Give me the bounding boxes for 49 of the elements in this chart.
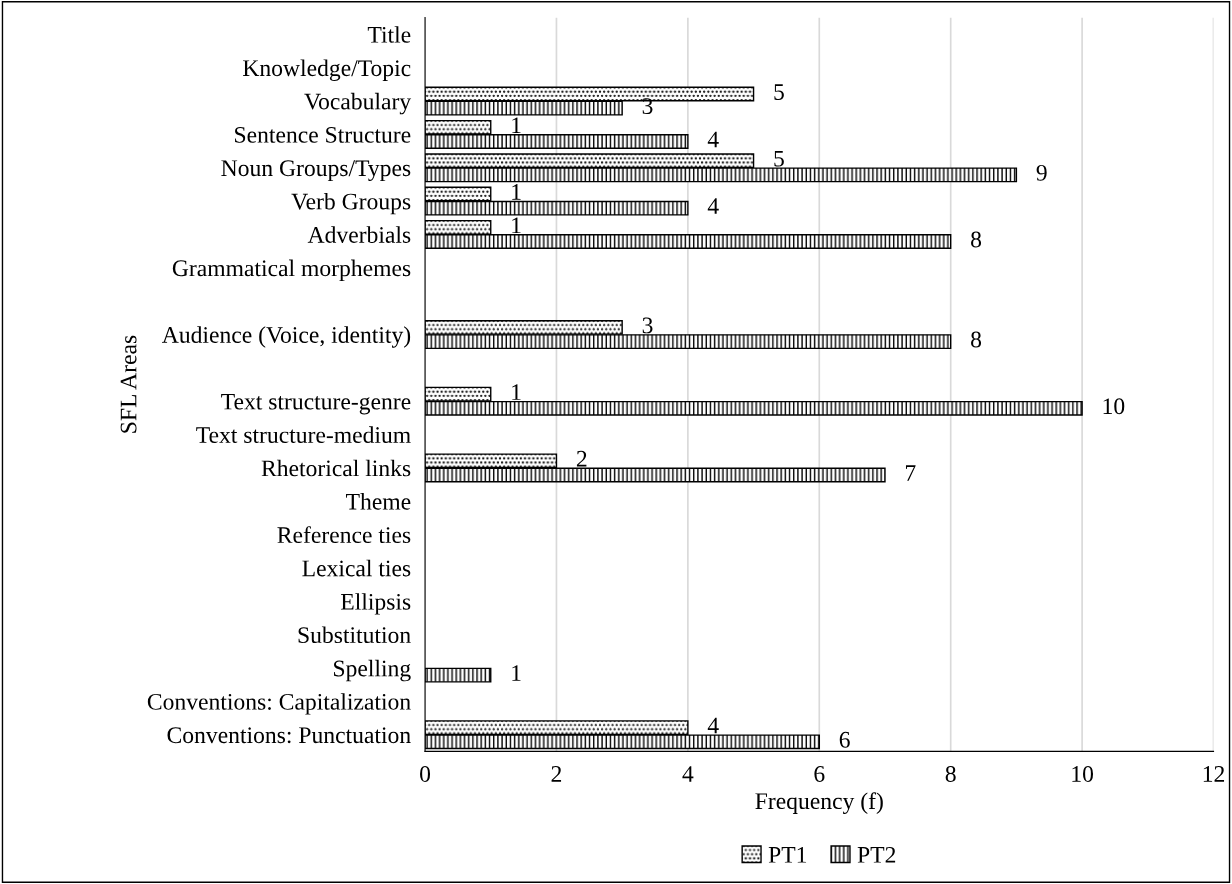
data-label: 1 bbox=[512, 384, 521, 400]
y-tick-label: Lexical ties bbox=[302, 559, 411, 577]
x-tick-label: 0 bbox=[420, 765, 431, 782]
y-tick-label: Grammatical morphemes bbox=[172, 259, 411, 282]
x-tick-label: 10 bbox=[1072, 765, 1094, 782]
data-label: 5 bbox=[774, 150, 784, 167]
legend-label: PT1 bbox=[768, 846, 807, 863]
y-tick-label: Vocabulary bbox=[304, 92, 412, 115]
data-label: 4 bbox=[707, 131, 719, 148]
y-tick-label: Text structure-medium bbox=[196, 426, 411, 443]
x-tick-label: 8 bbox=[945, 765, 956, 782]
y-tick-label: Title bbox=[367, 26, 411, 43]
y-tick-label: Ellipsis bbox=[340, 593, 411, 615]
x-tick-label: 12 bbox=[1203, 766, 1225, 782]
data-label: 5 bbox=[774, 84, 784, 100]
y-tick-label: Spelling bbox=[334, 659, 411, 682]
data-label: 4 bbox=[707, 198, 719, 214]
data-label: 1 bbox=[512, 665, 521, 681]
y-tick-label: Adverbials bbox=[307, 226, 411, 243]
data-label: 1 bbox=[512, 184, 521, 200]
data-label: 8 bbox=[971, 331, 982, 348]
y-tick-label: Reference ties bbox=[277, 526, 411, 544]
y-axis-title: SFL Areas bbox=[120, 335, 137, 433]
data-label: 1 bbox=[512, 217, 521, 234]
y-tick-label: Knowledge/Topic bbox=[243, 59, 411, 81]
data-label: 6 bbox=[839, 731, 850, 748]
data-label: 2 bbox=[576, 450, 587, 467]
y-tick-label: Theme bbox=[346, 493, 411, 510]
y-tick-label: Rhetorical links bbox=[261, 459, 411, 477]
data-label: 9 bbox=[1036, 164, 1047, 181]
data-label: 7 bbox=[905, 465, 916, 481]
y-tick-label: Noun Groups/Types bbox=[221, 160, 411, 182]
y-tick-label: Sentence Structure bbox=[235, 126, 411, 143]
y-tick-label: Conventions: Punctuation bbox=[167, 727, 411, 744]
x-axis-title: Frequency (f) bbox=[755, 792, 883, 814]
y-tick-label: Verb Groups bbox=[291, 192, 411, 215]
y-tick-label: Substitution bbox=[298, 626, 411, 644]
y-tick-label: Conventions: Capitalization bbox=[147, 693, 411, 715]
y-tick-label: Text structure-genre bbox=[221, 393, 411, 415]
data-label: 3 bbox=[642, 317, 653, 334]
x-tick-label: 2 bbox=[551, 766, 562, 782]
data-label: 4 bbox=[707, 717, 719, 734]
data-label: 1 bbox=[512, 117, 521, 133]
data-label: 10 bbox=[1103, 398, 1125, 415]
x-tick-label: 6 bbox=[814, 766, 825, 782]
legend-label: PT2 bbox=[857, 846, 896, 863]
y-tick-label: Audience (Voice, identity) bbox=[162, 326, 411, 348]
x-tick-label: 4 bbox=[682, 766, 694, 782]
data-label: 8 bbox=[971, 231, 982, 248]
